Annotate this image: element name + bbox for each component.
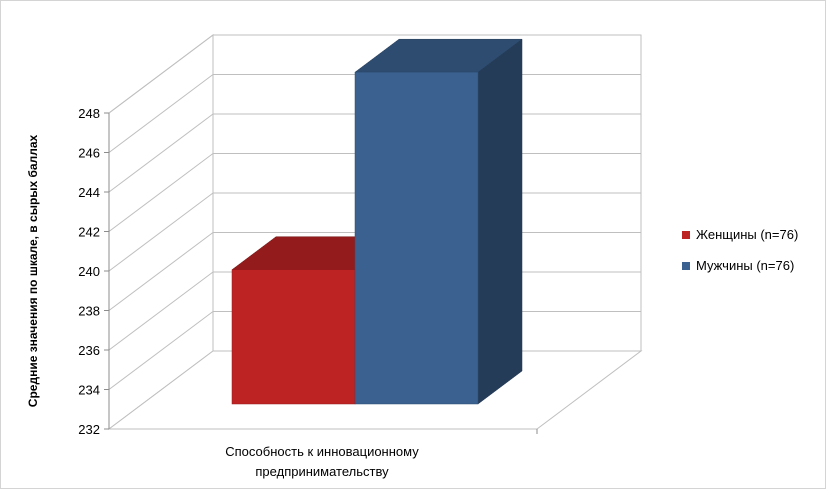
y-tick-label: 238 [78,304,100,319]
y-axis: 232 234 236 238 240 242 244 246 248 [78,106,538,437]
y-tick-label: 242 [78,225,100,240]
legend-swatch [682,231,690,239]
gridline-side [108,153,214,232]
legend-label: Женщины (n=76) [696,227,798,242]
y-tick-label: 234 [78,383,100,398]
bar-front-face [354,71,479,405]
gridline-side [108,113,214,193]
category-label-line: Способность к инновационному [225,444,419,459]
y-tick-label: 248 [78,106,100,121]
gridline-side [108,311,214,390]
y-tick-label: 244 [78,185,100,200]
category-labels: Способность к инновационному предпринимат… [225,444,419,479]
legend-label: Мужчины (n=76) [696,258,794,273]
gridline-side [108,271,214,351]
bars [231,38,523,405]
gridline-side [108,74,214,153]
gridline-side [108,232,214,311]
legend-swatch [682,262,690,270]
gridline-side [108,192,214,272]
y-axis-title: Средние значения по шкале, в сырых балла… [26,134,40,407]
bar-men [354,38,523,405]
category-label-line: предпринимательству [255,464,389,479]
gridline-side [108,34,214,114]
bar-front-face [231,269,356,405]
y-tick-label: 240 [78,264,100,279]
legend: Женщины (n=76) Мужчины (n=76) [682,227,798,273]
bar-side-face [477,38,523,405]
y-tick-label: 236 [78,343,100,358]
y-tick-label: 246 [78,146,100,161]
y-tick-label: 232 [78,422,100,437]
